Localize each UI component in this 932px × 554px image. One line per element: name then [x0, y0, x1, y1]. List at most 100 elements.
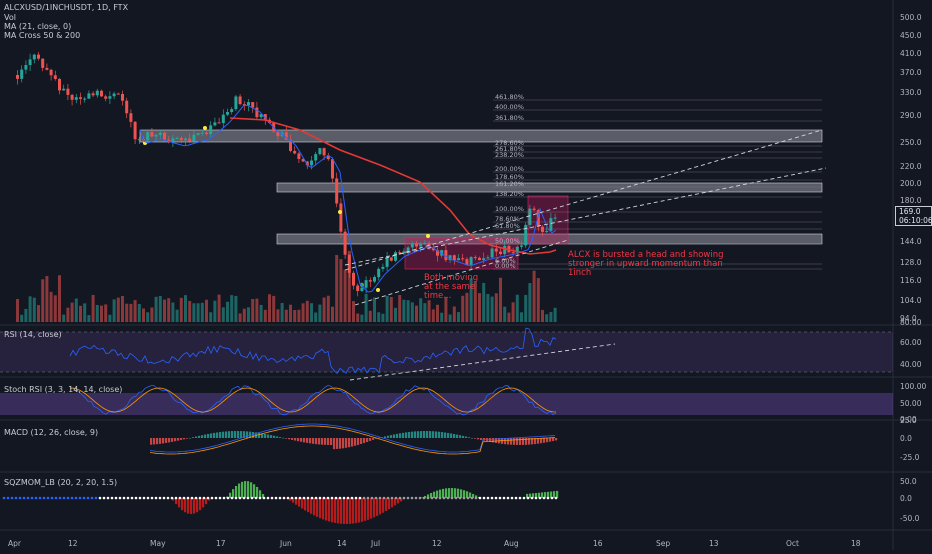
macd-bar	[303, 438, 306, 443]
macd-bar	[534, 438, 537, 445]
squeeze-bar	[469, 492, 472, 498]
macd-bar	[180, 438, 183, 440]
stoch-pane-label[interactable]: Stoch RSI (3, 3, 14, 14, close)	[4, 385, 123, 394]
squeeze-dot	[82, 496, 86, 500]
macd-bar	[165, 438, 168, 443]
time-axis[interactable]: Apr 12 May 17 Jun 14 Jul 12 Aug 16 Sep 13 Oct 18	[8, 539, 861, 548]
time-tick-label: 13	[709, 539, 719, 548]
price-axis[interactable]: 500.0 450.0 410.0 370.0 330.0 290.0 250.0 220.0…	[900, 13, 922, 323]
candle-body	[415, 243, 418, 247]
volume-bar	[104, 304, 108, 322]
time-tick-label: 17	[216, 539, 226, 548]
volume-bar	[49, 291, 53, 322]
macd-bar	[453, 434, 456, 438]
squeeze-dot	[38, 496, 42, 500]
squeeze-bar	[193, 498, 196, 514]
macd-bar	[288, 438, 291, 440]
volume-bar	[129, 303, 133, 322]
candle-body	[154, 134, 158, 137]
fib-labels: 461.80% 400.00% 361.80% 278.60%261.80%238.2…	[495, 93, 524, 270]
trendline-upper[interactable]	[344, 167, 827, 266]
candle-body	[62, 88, 66, 91]
candle-body	[389, 257, 393, 261]
price-tick-label: 290.0	[900, 111, 922, 120]
rsi-pane-label[interactable]: RSI (14, close)	[4, 330, 62, 339]
sqz-pane-label[interactable]: SQZMOM_LB (20, 2, 20, 1.5)	[4, 478, 118, 487]
time-tick-label: Jul	[370, 539, 380, 548]
candle-body	[457, 258, 460, 261]
volume-bar	[314, 312, 318, 322]
legend-vol[interactable]: Vol	[4, 13, 16, 22]
squeeze-dot	[458, 496, 462, 500]
macd-bar	[291, 438, 294, 440]
squeeze-bar	[262, 494, 265, 498]
legend-ma-cross[interactable]: MA Cross 50 & 200	[4, 31, 81, 40]
squeeze-bar	[292, 498, 295, 503]
candle-body	[238, 96, 242, 105]
volume-bar	[331, 306, 334, 322]
candle-body	[381, 266, 385, 269]
candle-body	[247, 102, 250, 106]
macd-bar	[192, 437, 195, 438]
trendline-middle[interactable]	[344, 129, 823, 271]
squeeze-dot	[310, 496, 314, 500]
squeeze-bar	[394, 498, 397, 506]
squeeze-bar	[298, 498, 301, 507]
squeeze-dot	[230, 496, 234, 500]
macd-pane-label[interactable]: MACD (12, 26, close, 9)	[4, 428, 99, 437]
volume-bar	[196, 303, 200, 322]
volume-bar	[473, 281, 477, 322]
volume-bar	[238, 313, 242, 322]
squeeze-dot	[166, 496, 170, 500]
price-tick-label: 116.0	[900, 276, 922, 285]
candle-body	[196, 133, 200, 135]
legend-ma[interactable]: MA (21, close, 0)	[4, 22, 72, 31]
macd-bar	[408, 431, 411, 438]
candle-body	[100, 90, 103, 97]
squeeze-dot	[526, 496, 530, 500]
volume-bar	[440, 312, 444, 322]
alcx-annotation[interactable]: ALCX is bursted a head and showing stron…	[568, 250, 724, 278]
volume-bar	[347, 250, 351, 322]
macd-bar	[333, 438, 336, 450]
squeeze-dot	[302, 496, 306, 500]
resistance-zone-upper[interactable]	[139, 129, 823, 143]
ma-cross-line	[229, 117, 557, 255]
candle-body	[163, 132, 166, 140]
macd-bar	[321, 438, 324, 445]
volume-bar	[184, 295, 187, 322]
current-price-badge: 169.0 06:10:06	[895, 206, 932, 226]
both-moving-annotation[interactable]: Both moving at the same time...	[424, 273, 479, 301]
volume-bar	[53, 295, 57, 322]
macd-bar	[504, 438, 507, 445]
squeeze-bar	[442, 488, 445, 498]
fib-level-label: 400.00%	[495, 103, 524, 111]
symbol-title[interactable]: ALCXUSD/1INCHUSDT, 1D, FTX	[4, 3, 129, 12]
macd-bar	[204, 434, 207, 438]
breakout-box[interactable]	[527, 195, 569, 245]
resistance-zone-mid[interactable]	[276, 182, 823, 193]
macd-bar	[378, 437, 381, 439]
volume-bar	[24, 308, 28, 322]
volume-bar	[541, 309, 544, 322]
trendline-lower[interactable]	[354, 239, 569, 306]
volume-bar	[520, 312, 523, 322]
candle-body	[125, 100, 129, 114]
macd-bar	[528, 438, 531, 445]
volume-bar	[423, 303, 427, 322]
macd-bar	[324, 438, 327, 445]
squeeze-dot	[190, 496, 194, 500]
rsi-trendline[interactable]	[349, 343, 616, 381]
indicator-tick-label: 0.0	[900, 434, 912, 443]
macd-bar	[369, 438, 372, 441]
macd-bar	[525, 438, 528, 445]
indicator-tick-label: 50.00	[900, 399, 922, 408]
candle-body	[83, 98, 87, 100]
volume-bar	[461, 295, 465, 322]
squeeze-dot	[14, 496, 18, 500]
macd-bar	[153, 438, 156, 445]
macd-bar	[507, 438, 510, 445]
